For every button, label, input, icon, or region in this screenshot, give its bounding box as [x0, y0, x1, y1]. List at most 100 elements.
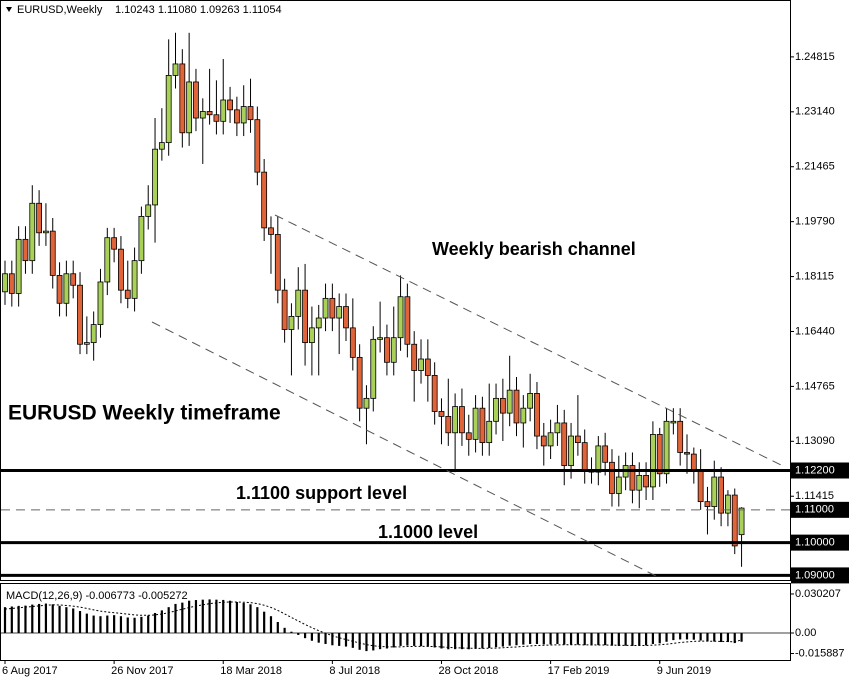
candle-body: [227, 99, 233, 111]
candle-body: [29, 202, 36, 262]
candle-body: [581, 442, 588, 471]
level-label: 1.11000: [795, 504, 834, 516]
candle-body: [302, 289, 308, 344]
candle-body: [363, 397, 370, 409]
candle-body: [390, 337, 397, 363]
candle-body: [465, 432, 472, 440]
candle-body: [615, 476, 622, 494]
candle-body: [254, 119, 261, 173]
macd-panel: [0, 583, 791, 661]
candle-body: [738, 507, 745, 536]
candle-body: [506, 389, 513, 414]
candle-body: [711, 476, 718, 507]
level-label: 1.10000: [795, 537, 835, 549]
candle-body: [697, 470, 704, 503]
candle-body: [145, 204, 152, 217]
y-tick-label: 1.16440: [795, 325, 835, 337]
candle-body: [656, 434, 663, 475]
level-box: [791, 462, 849, 479]
candle-body: [602, 445, 609, 463]
candle-body: [274, 234, 281, 291]
candle-body: [308, 327, 315, 344]
candle-body: [397, 296, 404, 339]
candle-body: [124, 289, 131, 299]
candle-body: [118, 248, 124, 291]
candle-body: [684, 452, 690, 455]
candle-body: [104, 237, 111, 283]
candle-body: [445, 415, 452, 434]
x-tick-label: 6 Aug 2017: [2, 665, 58, 677]
annotation: 1.1000 level: [378, 522, 478, 542]
candle-body: [165, 75, 172, 144]
y-tick-label: 1.18115: [795, 270, 834, 282]
candle-body: [574, 435, 581, 444]
candle-body: [663, 420, 670, 475]
x-tick-label: 9 Jun 2019: [657, 665, 711, 677]
macd-title: MACD(12,26,9) -0.006773 -0.005272: [6, 590, 188, 602]
candle-body: [261, 171, 268, 229]
candle-body: [206, 111, 213, 116]
candle-body: [513, 389, 520, 424]
candle-body: [56, 275, 63, 304]
candle-body: [152, 148, 158, 206]
candle-body: [186, 81, 193, 134]
candle-body: [370, 338, 377, 399]
candle-body: [629, 465, 636, 491]
level-label: 1.12200: [795, 464, 835, 476]
candle-body: [63, 273, 70, 304]
candle-body: [677, 420, 684, 453]
candle-body: [534, 393, 540, 437]
candle-body: [595, 445, 602, 473]
candle-body: [704, 501, 711, 507]
candle-body: [452, 406, 459, 434]
level-box: [791, 534, 849, 551]
y-tick-label: 1.13090: [795, 435, 835, 447]
menu-triangle: [6, 7, 12, 12]
candle-body: [83, 342, 90, 345]
candle-body: [2, 273, 8, 293]
x-tick-label: 18 Mar 2018: [220, 665, 282, 677]
candle-body: [499, 397, 506, 414]
candle-body: [247, 106, 254, 121]
candle-body: [349, 327, 356, 358]
candle-body: [527, 393, 534, 409]
candle-body: [90, 324, 97, 344]
candle-body: [15, 238, 22, 294]
candle-body: [561, 422, 568, 466]
candle-body: [49, 230, 56, 276]
candle-body: [418, 358, 424, 371]
candle-body: [322, 297, 329, 319]
candle-body: [424, 358, 431, 376]
candle-body: [97, 281, 104, 325]
candle-body: [158, 142, 165, 150]
annotation: 1.1100 support level: [236, 483, 407, 503]
candle-body: [486, 420, 493, 444]
candle-body: [609, 461, 615, 494]
candle-body: [288, 315, 295, 330]
candle-body: [43, 230, 49, 234]
channel-lower: [151, 321, 661, 579]
candle-body: [22, 238, 29, 262]
candle-body: [718, 476, 724, 514]
candle-body: [731, 494, 738, 547]
level-box: [791, 501, 849, 518]
candle-body: [295, 289, 302, 317]
candle-body: [70, 273, 77, 286]
level-label: 1.09000: [795, 569, 835, 581]
candle-body: [172, 63, 179, 76]
candle-body: [650, 434, 656, 488]
y-tick-label: 1.14765: [795, 380, 835, 392]
candle-body: [315, 317, 322, 329]
y-tick-label: 0.00: [795, 627, 816, 639]
candle-body: [670, 420, 677, 424]
candle-body: [343, 306, 349, 329]
candle-body: [111, 237, 118, 250]
ohlc-readout: 1.10243 1.11080 1.09263 1.11054: [115, 4, 282, 16]
candle-body: [138, 215, 145, 262]
y-tick-label: 1.11415: [795, 490, 834, 502]
candle-body: [520, 407, 527, 424]
candle-body: [220, 99, 227, 122]
y-tick-label: 1.21465: [795, 161, 835, 173]
channel-upper: [274, 214, 786, 468]
